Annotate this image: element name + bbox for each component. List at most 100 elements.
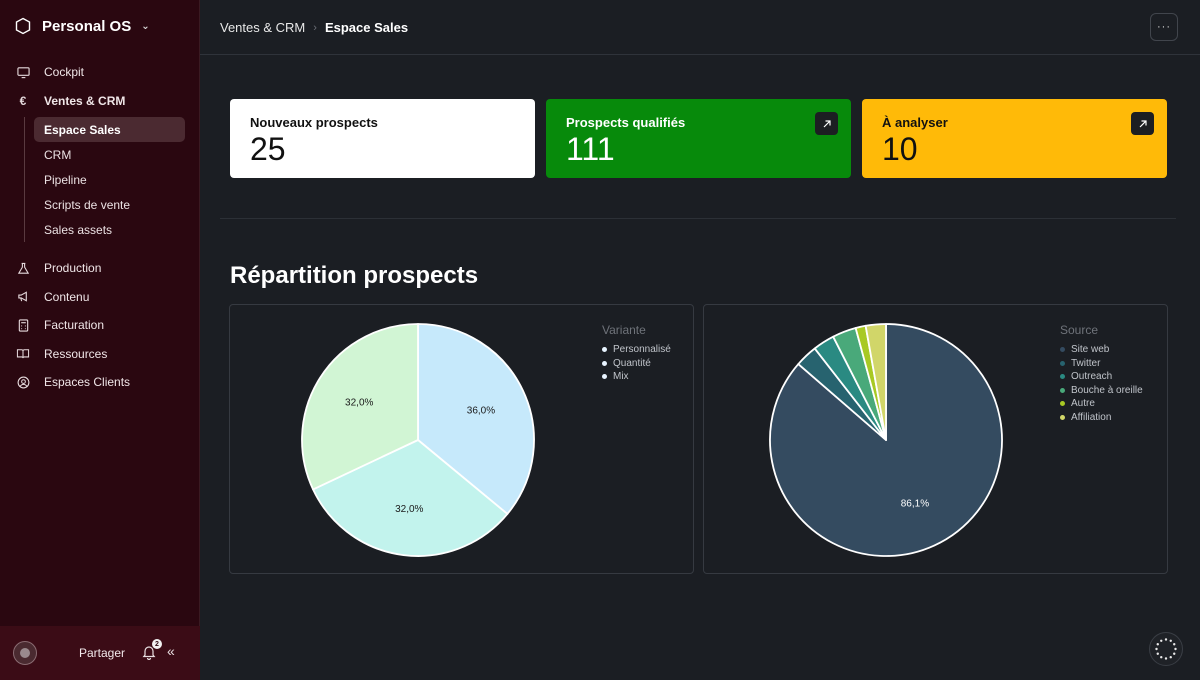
- legend-title: Source: [1060, 323, 1099, 337]
- sidebar-item-production[interactable]: Production: [0, 254, 200, 283]
- sidebar-item-label: Ressources: [44, 346, 108, 361]
- book-icon: [16, 347, 30, 361]
- divider: [220, 218, 1176, 219]
- sidebar-item-ventes-crm[interactable]: € Ventes & CRM: [0, 87, 200, 116]
- sidebar-footer: Partager 2 «: [0, 626, 200, 680]
- open-link-button[interactable]: [1131, 112, 1154, 135]
- pie-slice[interactable]: [301, 323, 419, 491]
- arrow-up-right-icon: [1139, 119, 1147, 127]
- legend-label: Twitter: [1071, 357, 1101, 369]
- euro-icon: €: [19, 93, 27, 108]
- pie-value-label: 36,0%: [467, 405, 495, 416]
- stat-card-a-analyser[interactable]: À analyser 10: [862, 99, 1167, 178]
- sidebar-item-contenu[interactable]: Contenu: [0, 283, 200, 312]
- legend-item[interactable]: Bouche à oreille: [1060, 384, 1143, 398]
- monitor-icon: [16, 65, 30, 79]
- chart-legend: Source Site web Twitter Outreach Bouche à or…: [1060, 323, 1143, 424]
- pie-value-label: 32,0%: [345, 398, 373, 409]
- legend-swatch: [602, 374, 607, 380]
- legend-item[interactable]: Quantité: [602, 357, 671, 371]
- pie-value-label: 86,1%: [901, 498, 929, 509]
- workspace-icon: [15, 17, 31, 35]
- legend-label: Affiliation: [1071, 411, 1112, 423]
- more-options-button[interactable]: ···: [1150, 13, 1178, 41]
- legend-swatch: [1060, 347, 1065, 353]
- sidebar-item-espaces-clients[interactable]: Espaces Clients: [0, 368, 200, 397]
- collapse-sidebar-icon[interactable]: «: [167, 643, 175, 659]
- sidebar-item-label: Contenu: [44, 289, 90, 304]
- loader-icon: [1155, 638, 1177, 660]
- sidebar-subitem-sales-assets[interactable]: Sales assets: [44, 222, 113, 237]
- legend-swatch: [602, 347, 607, 353]
- legend-item[interactable]: Mix: [602, 370, 671, 384]
- legend-label: Site web: [1071, 344, 1110, 356]
- open-link-button[interactable]: [815, 112, 838, 135]
- stat-label: À analyser: [882, 115, 948, 130]
- share-button[interactable]: Partager: [79, 646, 126, 660]
- legend-title: Variante: [602, 323, 646, 337]
- workspace-switcher[interactable]: Personal OS ⌄: [14, 17, 150, 35]
- flask-icon: [16, 261, 30, 275]
- notification-badge: 2: [152, 639, 162, 649]
- breadcrumb: Ventes & CRM › Espace Sales: [220, 20, 408, 35]
- sidebar-item-label: Espaces Clients: [44, 375, 131, 390]
- calculator-icon: [16, 318, 30, 332]
- chart-card-source: 86,1% Source Site web Twitter Outreach Bouch…: [703, 304, 1168, 574]
- stat-label: Prospects qualifiés: [566, 115, 686, 130]
- sidebar-item-ressources[interactable]: Ressources: [0, 340, 200, 369]
- legend-item[interactable]: Site web: [1060, 343, 1143, 357]
- chevron-right-icon: ›: [313, 21, 317, 34]
- legend-label: Mix: [613, 371, 629, 383]
- legend-label: Bouche à oreille: [1071, 384, 1143, 396]
- legend-item[interactable]: Autre: [1060, 397, 1143, 411]
- pie-slice[interactable]: [417, 323, 535, 515]
- sidebar-subitem-crm[interactable]: CRM: [44, 147, 72, 162]
- stat-card-prospects-qualifies[interactable]: Prospects qualifiés 111: [546, 99, 851, 178]
- legend-swatch: [1060, 414, 1065, 420]
- assistant-button[interactable]: [1149, 632, 1183, 666]
- legend-item[interactable]: Outreach: [1060, 370, 1143, 384]
- sidebar-subnav: Espace Sales CRM Pipeline Scripts de ven…: [24, 117, 200, 242]
- sidebar-subitem-scripts[interactable]: Scripts de vente: [44, 197, 131, 212]
- sidebar-item-facturation[interactable]: Facturation: [0, 311, 200, 340]
- chevron-down-icon: ⌄: [141, 20, 150, 32]
- stat-value: 111: [566, 131, 615, 167]
- legend-label: Outreach: [1071, 371, 1113, 383]
- sidebar-nav: Cockpit € Ventes & CRM Espace Sales CRM …: [0, 58, 200, 397]
- sidebar-item-label: Production: [44, 261, 102, 276]
- pie-chart-variante: 36,0% 32,0% 32,0%: [301, 323, 535, 557]
- legend-item[interactable]: Twitter: [1060, 357, 1143, 371]
- sidebar: Personal OS ⌄ Cockpit € Ventes & CRM Esp…: [0, 0, 200, 680]
- sidebar-item-label: Ventes & CRM: [44, 93, 126, 108]
- legend-swatch: [602, 360, 607, 366]
- avatar[interactable]: [13, 641, 37, 665]
- sidebar-subitem-espace-sales[interactable]: Espace Sales: [34, 117, 185, 142]
- legend-label: Autre: [1071, 398, 1095, 410]
- stat-card-nouveaux-prospects[interactable]: Nouveaux prospects 25: [230, 99, 535, 178]
- legend-swatch: [1060, 387, 1065, 393]
- arrow-up-right-icon: [823, 119, 831, 127]
- legend-item[interactable]: Affiliation: [1060, 411, 1143, 425]
- megaphone-icon: [16, 290, 30, 304]
- legend-item[interactable]: Personnalisé: [602, 343, 671, 357]
- section-title: Répartition prospects: [230, 262, 479, 289]
- pie-chart-source: 86,1%: [769, 323, 1003, 557]
- topbar: Ventes & CRM › Espace Sales ···: [200, 0, 1200, 55]
- pie-value-label: 32,0%: [395, 504, 423, 515]
- stat-value: 10: [882, 131, 918, 167]
- legend-label: Personnalisé: [613, 344, 671, 356]
- sidebar-item-cockpit[interactable]: Cockpit: [0, 58, 200, 87]
- stat-label: Nouveaux prospects: [250, 115, 378, 130]
- bell-icon[interactable]: [142, 644, 156, 660]
- pie-slice[interactable]: [312, 439, 509, 557]
- pie-slice[interactable]: [864, 323, 887, 441]
- legend-swatch: [1060, 360, 1065, 366]
- sidebar-item-label: Cockpit: [44, 65, 85, 80]
- sidebar-subitem-pipeline[interactable]: Pipeline: [44, 172, 87, 187]
- legend-swatch: [1060, 401, 1065, 407]
- workspace-name: Personal OS: [42, 17, 132, 35]
- breadcrumb-espace-sales: Espace Sales: [324, 20, 409, 35]
- breadcrumb-ventes-crm[interactable]: Ventes & CRM: [220, 20, 306, 35]
- chart-card-variante: 36,0% 32,0% 32,0% Variante Personnalisé Quan…: [229, 304, 694, 574]
- chart-legend: Variante Personnalisé Quantité Mix: [602, 323, 671, 384]
